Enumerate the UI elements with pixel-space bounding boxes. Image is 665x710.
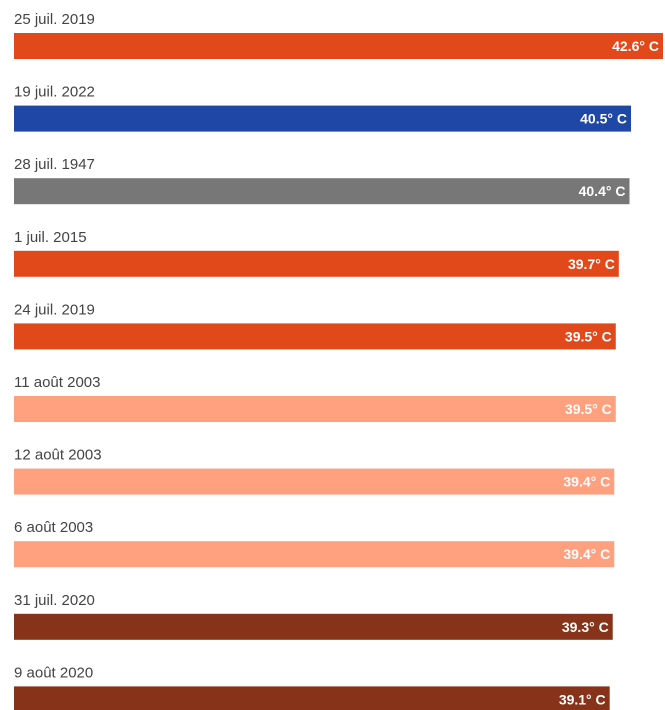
- value-label: 40.5° C: [580, 111, 627, 127]
- bar: [14, 686, 610, 710]
- value-label: 39.4° C: [563, 546, 610, 562]
- category-label: 24 juil. 2019: [14, 301, 95, 318]
- bar: [14, 541, 615, 568]
- value-label: 39.3° C: [562, 619, 609, 635]
- value-label: 40.4° C: [579, 183, 626, 199]
- value-label: 39.5° C: [565, 328, 612, 344]
- bar: [14, 468, 615, 495]
- bar: [14, 250, 619, 277]
- category-label: 11 août 2003: [14, 374, 100, 391]
- value-label: 39.1° C: [559, 691, 606, 707]
- category-label: 12 août 2003: [14, 447, 102, 464]
- value-label: 42.6° C: [612, 38, 659, 54]
- bar: [14, 105, 632, 132]
- bar: [14, 33, 663, 59]
- value-label: 39.7° C: [568, 256, 615, 272]
- category-label: 9 août 2020: [14, 664, 93, 681]
- bar: [14, 323, 616, 350]
- category-label: 6 août 2003: [14, 519, 93, 536]
- bar: [14, 396, 616, 422]
- bar: [14, 178, 630, 205]
- category-label: 25 juil. 2019: [14, 11, 95, 28]
- value-label: 39.5° C: [565, 401, 612, 417]
- category-label: 19 juil. 2022: [14, 84, 95, 101]
- bar: [14, 613, 613, 640]
- category-label: 1 juil. 2015: [14, 229, 87, 246]
- value-label: 39.4° C: [563, 474, 610, 490]
- category-label: 31 juil. 2020: [14, 592, 95, 609]
- category-label: 28 juil. 1947: [14, 156, 95, 173]
